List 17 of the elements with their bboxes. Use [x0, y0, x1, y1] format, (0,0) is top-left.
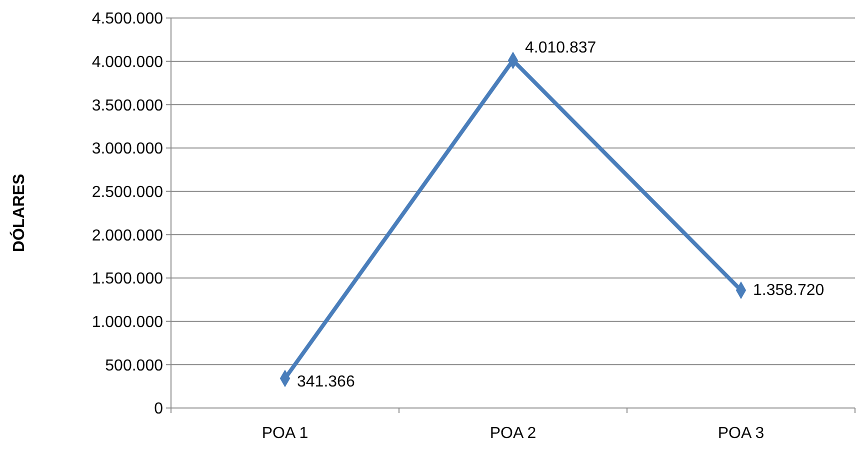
y-tick-label: 1.000.000	[92, 314, 164, 331]
y-tick-label: 2.000.000	[92, 227, 164, 244]
y-tick-label: 4.000.000	[92, 54, 164, 71]
y-axis-title: DÓLARES	[9, 174, 28, 252]
y-tick-label: 500.000	[105, 357, 164, 374]
y-tick-label: 3.000.000	[92, 140, 164, 158]
y-tick-label: 1.500.000	[92, 270, 164, 288]
x-tick-label: POA 3	[718, 425, 764, 442]
y-tick-label: 4.500.000	[92, 10, 164, 28]
x-tick-label: POA 1	[262, 425, 308, 442]
data-label: 1.358.720	[753, 282, 824, 300]
y-tick-label: 0	[154, 400, 164, 418]
y-tick-label: 3.500.000	[92, 97, 164, 114]
data-label: 341.366	[297, 373, 355, 390]
data-label: 4.010.837	[525, 39, 596, 56]
y-tick-label: 2.500.000	[92, 184, 164, 201]
x-tick-label: POA 2	[490, 425, 536, 442]
